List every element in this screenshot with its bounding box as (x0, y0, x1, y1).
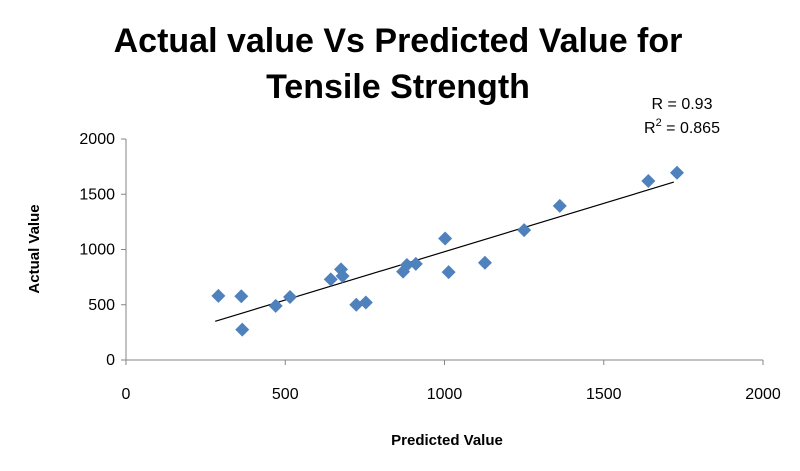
data-point (408, 256, 423, 271)
x-axis-label: Predicted Value (391, 432, 503, 449)
data-point (670, 165, 685, 180)
chart-title-line2: Tensile Strength (266, 68, 530, 106)
data-point (477, 255, 492, 270)
y-tick-label: 0 (106, 352, 115, 369)
y-tick-label: 1000 (79, 242, 115, 259)
x-tick-label: 500 (272, 386, 299, 403)
y-tick-label: 500 (88, 297, 115, 314)
y-tick-label: 1500 (79, 186, 115, 203)
chart-title-line1: Actual value Vs Predicted Value for (114, 22, 683, 60)
data-point (438, 231, 453, 246)
data-point (517, 223, 532, 238)
r2-prefix: R (644, 120, 656, 137)
x-tick-label: 2000 (745, 386, 781, 403)
r2-superscript: 2 (656, 117, 662, 129)
data-point (211, 288, 226, 303)
x-tick-label: 1500 (586, 386, 622, 403)
x-tick-label: 0 (122, 386, 131, 403)
data-point (234, 289, 249, 304)
r2-suffix: = 0.865 (662, 120, 720, 137)
data-point (552, 198, 567, 213)
data-point (335, 269, 350, 284)
data-point (235, 322, 250, 337)
trendline (215, 181, 674, 322)
data-point (358, 295, 373, 310)
r2-annotation: R2 = 0.865 (644, 117, 720, 137)
data-point (283, 290, 298, 305)
r-annotation: R = 0.93 (652, 96, 713, 113)
data-point (441, 265, 456, 280)
x-tick-label: 1000 (427, 386, 463, 403)
data-point (323, 272, 338, 287)
y-tick-label: 2000 (79, 131, 115, 148)
data-point (641, 173, 656, 188)
data-point (399, 257, 414, 272)
data-points (211, 165, 685, 337)
data-point (268, 298, 283, 313)
data-point (349, 297, 364, 312)
y-axis-ticks: 0 500 1000 1500 2000 (79, 131, 126, 369)
x-axis-ticks: 0 500 1000 1500 2000 (122, 360, 781, 403)
y-axis-label: Actual Value (26, 204, 43, 293)
